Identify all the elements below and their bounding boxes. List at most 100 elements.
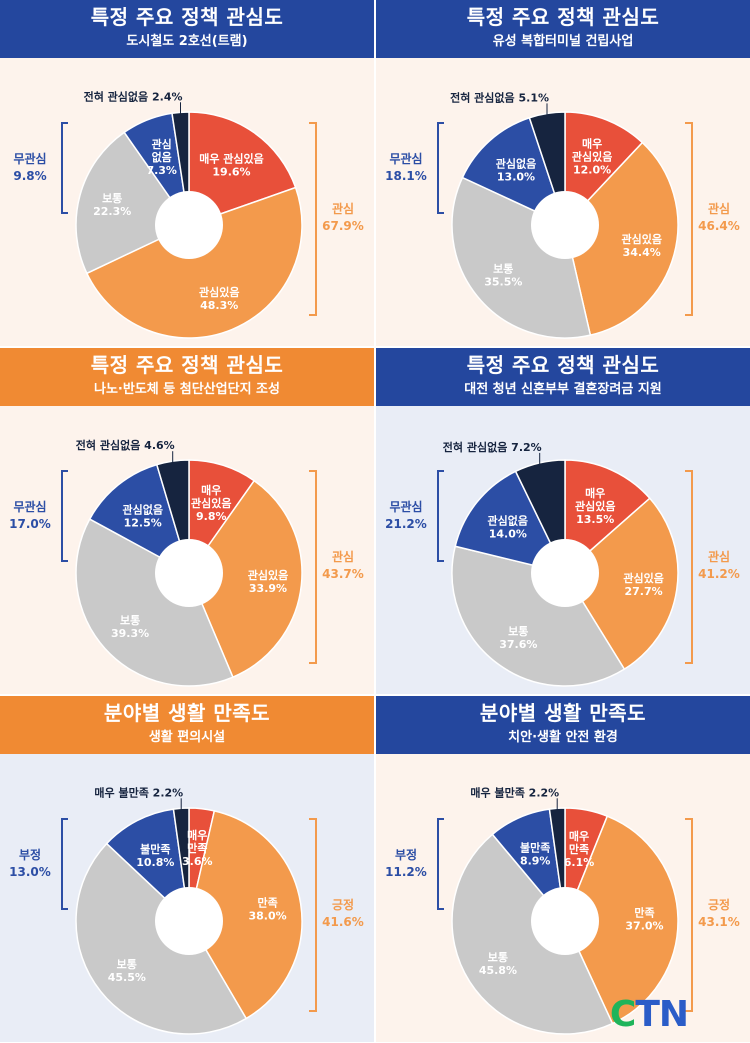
slice-value: 39.3%: [111, 627, 149, 640]
slice-label: 매우 불만족 2.2%: [94, 785, 183, 799]
slice-label: 매우 불만족 2.2%: [470, 785, 559, 799]
slice-label: 보통: [120, 614, 140, 627]
left-group-label: 무관심: [389, 151, 422, 166]
left-group-label: 무관심: [389, 499, 422, 514]
slice-label: 매우: [201, 483, 221, 497]
slice-label: 관심: [152, 137, 172, 151]
left-group-value: 17.0%: [9, 517, 51, 531]
slice-label: 보통: [488, 951, 508, 964]
slice-value: 9.8%: [196, 510, 227, 523]
slice-value: 13.5%: [576, 513, 614, 526]
slice-label: 매우: [187, 828, 207, 842]
chart-body: 매우 만족 3.6% 만족 38.0% 보통 45.5% 불만족 10.8% 매우 불만족 2.2…: [0, 754, 374, 1042]
slice-label: 관심없음: [122, 502, 162, 516]
right-group-value: 43.7%: [322, 567, 364, 581]
ctn-logo: CTN: [609, 994, 689, 1035]
slice-label: 관심있음: [248, 568, 288, 582]
chart-header: 분야별 생활 만족도 치안·생활 안전 환경: [376, 696, 750, 754]
pie-center-hole: [155, 887, 223, 955]
slice-label: 보통: [508, 625, 528, 638]
slice-label: 보통: [102, 192, 122, 205]
chart-subtitle: 유성 복합터미널 건립사업: [492, 34, 634, 49]
right-group-label: 관심: [708, 201, 730, 216]
slice-label: 만족: [569, 842, 589, 856]
pie-slice: [85, 186, 303, 339]
slice-label: 전혀 관심없음 5.1%: [450, 90, 549, 104]
slice-value: 45.8%: [479, 964, 517, 977]
right-group-label: 관심: [708, 549, 730, 564]
slice-label: 매우: [582, 137, 602, 151]
right-bracket: [685, 122, 693, 316]
chart-subtitle: 도시철도 2호선(트램): [126, 34, 248, 49]
chart-body: 매우 만족 6.1% 만족 37.0% 보통 45.8% 불만족 8.9% 매우 불만족 2.2%…: [376, 754, 750, 1042]
chart-header: 특정 주요 정책 관심도 도시철도 2호선(트램): [0, 0, 374, 58]
pie-slice: [454, 470, 567, 575]
slice-value: 37.6%: [499, 638, 537, 651]
slice-label: 전혀 관심없음 4.6%: [76, 438, 175, 452]
slice-label: 불만족: [140, 842, 170, 856]
slice-value: 14.0%: [489, 527, 527, 540]
right-bracket: [309, 122, 317, 316]
left-group-label: 무관심: [13, 151, 46, 166]
pie-slice: [451, 833, 614, 1035]
chart-title: 분야별 생활 만족도: [103, 701, 271, 725]
pie-slice: [564, 141, 679, 337]
pie-center-hole: [155, 191, 223, 259]
slice-value: 45.5%: [108, 971, 146, 984]
logo-c: C: [609, 994, 636, 1035]
slice-value: 13.0%: [497, 171, 535, 184]
slice-label: 관심있음: [575, 499, 615, 513]
slice-value: 38.0%: [249, 909, 287, 922]
slice-value: 37.0%: [625, 920, 663, 933]
slice-value: 33.9%: [249, 582, 287, 595]
right-group-value: 46.4%: [698, 219, 740, 233]
chart-header: 특정 주요 정책 관심도 대전 청년 신혼부부 결혼장려금 지원: [376, 348, 750, 406]
right-bracket: [309, 470, 317, 664]
chart-title: 특정 주요 정책 관심도: [90, 353, 284, 377]
slice-value: 10.8%: [136, 856, 174, 869]
right-group-value: 67.9%: [322, 219, 364, 233]
slice-label: 전혀 관심없음 2.4%: [84, 89, 183, 103]
pie-slice: [564, 497, 679, 671]
right-group-value: 41.2%: [698, 567, 740, 581]
pie-slice: [461, 116, 567, 227]
slice-value: 12.5%: [124, 516, 162, 529]
slice-value: 27.7%: [625, 585, 663, 598]
slice-label: 관심없음: [488, 513, 528, 527]
chart-panel: 특정 주요 정책 관심도 도시철도 2호선(트램) 매우 관심있음 19.6% 관심있음…: [0, 0, 374, 346]
slice-label: 만족: [257, 895, 277, 909]
chart-header: 분야별 생활 만족도 생활 편의시설: [0, 696, 374, 754]
slice-label: 만족: [187, 841, 207, 855]
slice-label: 관심없음: [496, 157, 536, 171]
slice-value: 8.9%: [520, 854, 551, 867]
pie-center-hole: [531, 539, 599, 607]
slice-label: 전혀 관심없음 7.2%: [443, 440, 542, 454]
left-group-value: 18.1%: [385, 169, 427, 183]
left-group-value: 11.2%: [385, 865, 427, 879]
left-group-value: 21.2%: [385, 517, 427, 531]
chart-panel: 특정 주요 정책 관심도 유성 복합터미널 건립사업 매우 관심있음 12.0% 관심있음…: [376, 0, 750, 346]
left-bracket: [61, 122, 68, 214]
chart-title: 특정 주요 정책 관심도: [466, 5, 660, 29]
left-bracket: [437, 818, 444, 910]
chart-panel: 특정 주요 정책 관심도 대전 청년 신혼부부 결혼장려금 지원 매우 관심있음 13.…: [376, 348, 750, 694]
pie-slice: [564, 459, 651, 575]
left-group-value: 9.8%: [13, 169, 46, 183]
right-group-label: 관심: [332, 201, 354, 216]
slice-label: 매우: [569, 829, 589, 843]
pie-slice: [564, 111, 644, 227]
left-group-value: 13.0%: [9, 865, 51, 879]
pie-slice: [188, 809, 303, 1020]
pie-slice: [564, 815, 679, 1025]
slice-value: 22.3%: [93, 205, 131, 218]
right-group-value: 41.6%: [322, 915, 364, 929]
chart-title: 특정 주요 정책 관심도: [466, 353, 660, 377]
pie-slice: [451, 176, 592, 339]
chart-subtitle: 나노·반도체 등 첨단산업단지 조성: [94, 382, 280, 397]
left-bracket: [61, 818, 68, 910]
